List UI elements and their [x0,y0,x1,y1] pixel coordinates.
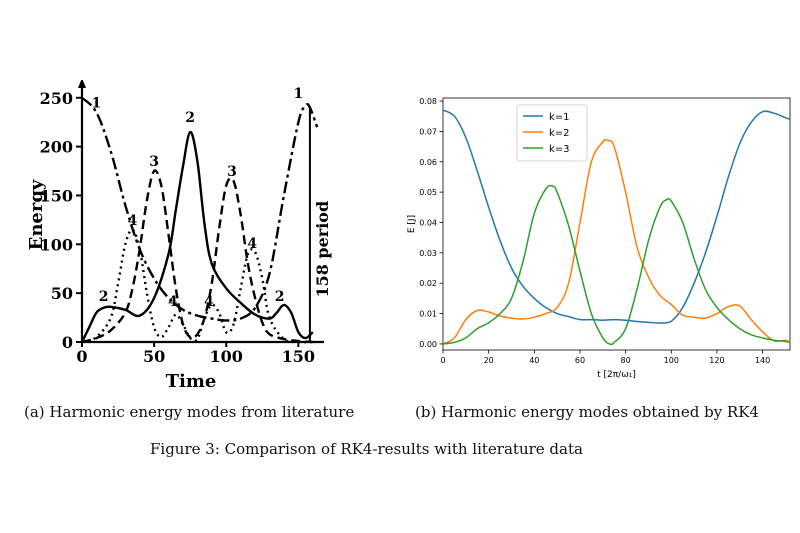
y-tick-label: 200 [40,138,73,157]
literature-chart: 0 50 100 150 200 250 0 50 100 150 Time Energy 1 1 2 2 2 3… [20,78,360,400]
y-tick-label: 50 [51,284,73,303]
caption-a: (a) Harmonic energy modes from literatur… [24,403,355,421]
x-tick-label: 120 [709,356,724,365]
y-tick-label: 0 [62,333,73,352]
series-4-line [81,228,313,344]
y-tick-label: 250 [40,89,73,108]
y-tick-label: 0.04 [419,218,437,227]
y-tick-label: 0.05 [419,188,437,197]
rk4-chart-svg: 0.00 0.01 0.02 0.03 0.04 0.05 0.06 0.07 0.08 0 20 4… [407,97,791,380]
series-2-label: 2 [99,289,109,305]
x-tick-label: 80 [621,356,631,365]
series-3-label: 3 [149,154,159,170]
y-axis-arrow [78,78,86,88]
series-1-line [81,96,319,322]
y-tick-label: 0.03 [419,249,437,258]
series-3-line [81,169,313,344]
figure-caption: Figure 3: Comparison of RK4-results with… [150,440,583,458]
y-tick-label: 150 [40,186,73,205]
y-axis-label: Energy [26,179,47,250]
x-axis-label: Time [166,371,217,392]
y-tick-label: 0.07 [419,127,437,136]
x-tick-label: 0 [76,347,87,366]
rk4-chart: 0.00 0.01 0.02 0.03 0.04 0.05 0.06 0.07 0.08 0 20 4… [400,88,795,388]
series-2-label: 2 [275,289,285,305]
caption-b: (b) Harmonic energy modes obtained by RK… [415,403,759,421]
series-4-label: 4 [128,213,138,229]
series-k=3-line [442,184,791,346]
literature-chart-svg: 0 50 100 150 200 250 0 50 100 150 Time Energy 1 1 2 2 2 3… [26,78,332,392]
x-tick-label: 0 [440,356,445,365]
series-4-label: 4 [247,236,257,252]
y-tick-label: 0.00 [419,340,437,349]
x-tick-label: 150 [282,347,315,366]
y-tick-label: 0.06 [419,158,437,167]
series-4-label: 4 [168,294,178,310]
x-tick-label: 100 [664,356,679,365]
legend-label: k=2 [549,128,570,139]
y-axis-label: E [J] [407,215,417,233]
plot-frame [442,97,791,351]
series-1-label: 1 [92,96,102,112]
y-tick-label: 100 [40,235,73,254]
x-tick-label: 20 [484,356,494,365]
legend-label: k=3 [549,144,570,155]
series-4-label: 4 [204,294,214,310]
x-tick-label: 100 [210,347,243,366]
legend-label: k=1 [549,112,570,123]
x-axis-label: t [2π/ω₁] [597,370,636,380]
series-k=1-line [442,109,791,324]
x-tick-label: 140 [755,356,770,365]
series-3-label: 3 [227,164,237,180]
series-k=2-line [442,138,791,345]
x-tick-label: 50 [143,347,165,366]
y-tick-label: 0.01 [419,310,437,319]
x-tick-label: 40 [529,356,539,365]
y-tick-label: 0.08 [419,97,437,106]
period-annotation: 158 period [313,201,332,298]
series-2-line [80,130,314,343]
y-tick-label: 0.02 [419,279,437,288]
x-tick-label: 60 [575,356,585,365]
legend-box [516,104,588,162]
series-1-label: 1 [293,86,303,102]
series-2-label: 2 [185,110,195,126]
